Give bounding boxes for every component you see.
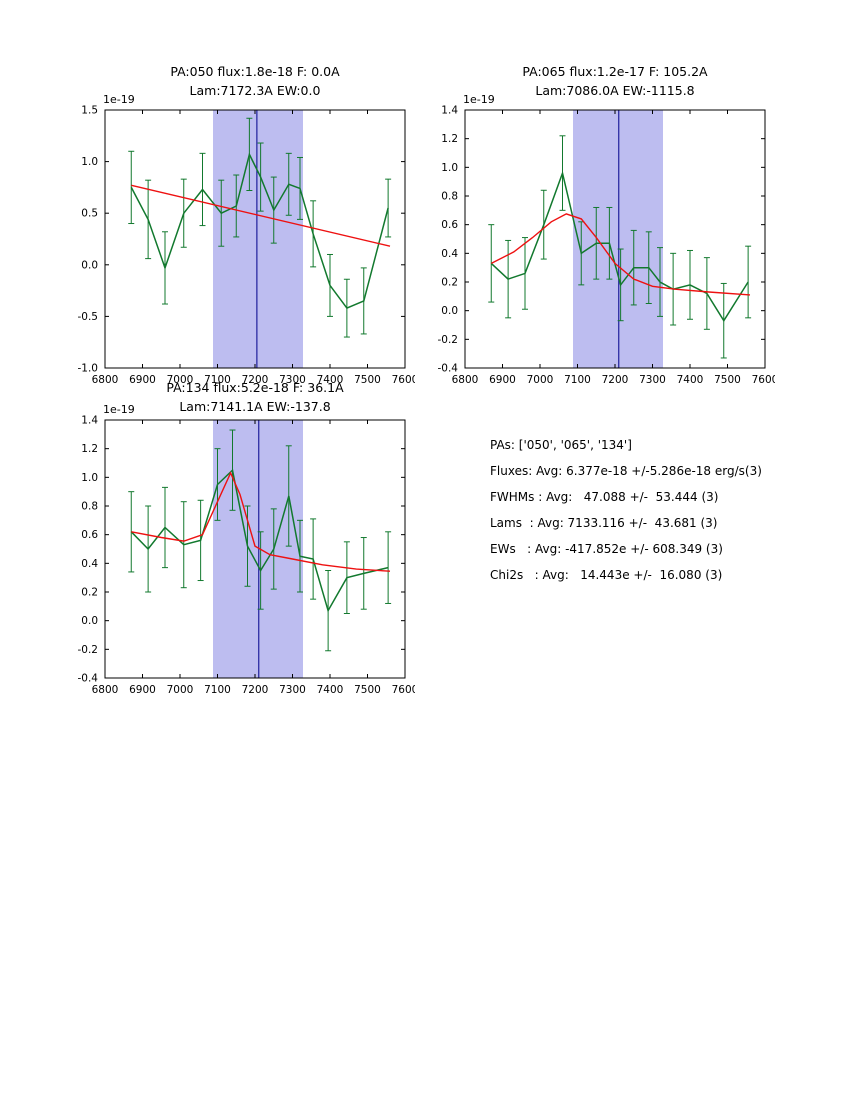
subplot-title-line2: Lam:7086.0A EW:-1115.8: [535, 83, 695, 98]
svg-text:7400: 7400: [317, 374, 344, 386]
subplot-title-line1: PA:050 flux:1.8e-18 F: 0.0A: [170, 64, 340, 79]
stat-line-fwhms: FWHMs : Avg: 47.088 +/- 53.444 (3): [490, 490, 719, 504]
svg-text:7200: 7200: [242, 684, 269, 696]
svg-text:7200: 7200: [602, 374, 629, 386]
svg-text:6800: 6800: [92, 374, 119, 386]
stat-line-pas: PAs: ['050', '065', '134']: [490, 438, 632, 452]
subplot-pa050-title: PA:050 flux:1.8e-18 F: 0.0A Lam:7172.3A …: [105, 62, 405, 100]
svg-text:0.6: 0.6: [81, 529, 98, 541]
svg-text:7000: 7000: [167, 374, 194, 386]
subplot-title-line2: Lam:7141.1A EW:-137.8: [179, 399, 331, 414]
svg-text:0.2: 0.2: [81, 587, 98, 599]
svg-text:0.4: 0.4: [441, 248, 458, 260]
svg-text:-0.2: -0.2: [438, 334, 459, 346]
svg-text:7300: 7300: [279, 374, 306, 386]
svg-text:0.4: 0.4: [81, 558, 98, 570]
stat-line-fluxes: Fluxes: Avg: 6.377e-18 +/-5.286e-18 erg/…: [490, 464, 762, 478]
svg-text:7100: 7100: [204, 374, 231, 386]
svg-text:6900: 6900: [129, 374, 156, 386]
svg-text:7200: 7200: [242, 374, 269, 386]
svg-text:0.8: 0.8: [81, 501, 98, 513]
svg-text:7600: 7600: [392, 684, 415, 696]
subplot-pa050-offset-label: 1e-19: [103, 93, 135, 106]
subplot-title-line1: PA:065 flux:1.2e-17 F: 105.2A: [522, 64, 708, 79]
svg-text:7500: 7500: [714, 374, 741, 386]
svg-text:0.0: 0.0: [81, 259, 98, 271]
subplot-title-line1: PA:134 flux:5.2e-18 F: 36.1A: [166, 380, 344, 395]
svg-text:7400: 7400: [677, 374, 704, 386]
svg-text:1.0: 1.0: [81, 156, 98, 168]
svg-text:1.2: 1.2: [81, 443, 98, 455]
svg-text:6800: 6800: [452, 374, 479, 386]
subplot-pa050-chart: 6800 6900 7000 7100 7200 7300 7400 7500 7600 -1.0…: [78, 105, 416, 387]
svg-text:0.2: 0.2: [441, 277, 458, 289]
svg-text:-1.0: -1.0: [78, 363, 99, 375]
svg-text:1.0: 1.0: [441, 162, 458, 174]
svg-text:1.5: 1.5: [81, 105, 98, 117]
svg-text:-0.4: -0.4: [78, 673, 99, 685]
svg-text:7100: 7100: [564, 374, 591, 386]
subplot-title-line2: Lam:7172.3A EW:0.0: [189, 83, 321, 98]
svg-text:1.2: 1.2: [441, 133, 458, 145]
svg-text:0.0: 0.0: [81, 615, 98, 627]
svg-text:7100: 7100: [204, 684, 231, 696]
subplot-pa134-chart: 6800 6900 7000 7100 7200 7300 7400 7500 7600 -0.4…: [78, 415, 416, 697]
svg-text:7300: 7300: [279, 684, 306, 696]
svg-text:7000: 7000: [527, 374, 554, 386]
svg-text:1.0: 1.0: [81, 472, 98, 484]
svg-text:-0.5: -0.5: [78, 311, 99, 323]
subplot-pa065-title: PA:065 flux:1.2e-17 F: 105.2A Lam:7086.0…: [465, 62, 765, 100]
stat-line-chi2s: Chi2s : Avg: 14.443e +/- 16.080 (3): [490, 568, 723, 582]
stat-line-lams: Lams : Avg: 7133.116 +/- 43.681 (3): [490, 516, 718, 530]
svg-text:0.8: 0.8: [441, 191, 458, 203]
svg-text:-0.2: -0.2: [78, 644, 99, 656]
svg-text:7500: 7500: [354, 684, 381, 696]
svg-text:0.5: 0.5: [81, 208, 98, 220]
svg-text:6900: 6900: [489, 374, 516, 386]
svg-text:7500: 7500: [354, 374, 381, 386]
svg-text:-0.4: -0.4: [438, 363, 459, 375]
svg-text:7000: 7000: [167, 684, 194, 696]
svg-text:1.4: 1.4: [81, 415, 98, 427]
svg-text:0.0: 0.0: [441, 305, 458, 317]
subplot-pa134-offset-label: 1e-19: [103, 403, 135, 416]
svg-text:7600: 7600: [752, 374, 775, 386]
stat-line-ews: EWs : Avg: -417.852e +/- 608.349 (3): [490, 542, 723, 556]
svg-text:0.6: 0.6: [441, 219, 458, 231]
svg-text:7400: 7400: [317, 684, 344, 696]
subplot-pa065-offset-label: 1e-19: [463, 93, 495, 106]
svg-text:7300: 7300: [639, 374, 666, 386]
svg-text:7600: 7600: [392, 374, 415, 386]
svg-text:6800: 6800: [92, 684, 119, 696]
svg-text:6900: 6900: [129, 684, 156, 696]
svg-text:1.4: 1.4: [441, 105, 458, 117]
summary-stats-panel: PAs: ['050', '065', '134'] Fluxes: Avg: …: [490, 432, 762, 588]
subplot-pa065-chart: 6800 6900 7000 7100 7200 7300 7400 7500 7600 -0.4…: [438, 105, 776, 387]
subplot-pa134-title: PA:134 flux:5.2e-18 F: 36.1A Lam:7141.1A…: [105, 378, 405, 416]
